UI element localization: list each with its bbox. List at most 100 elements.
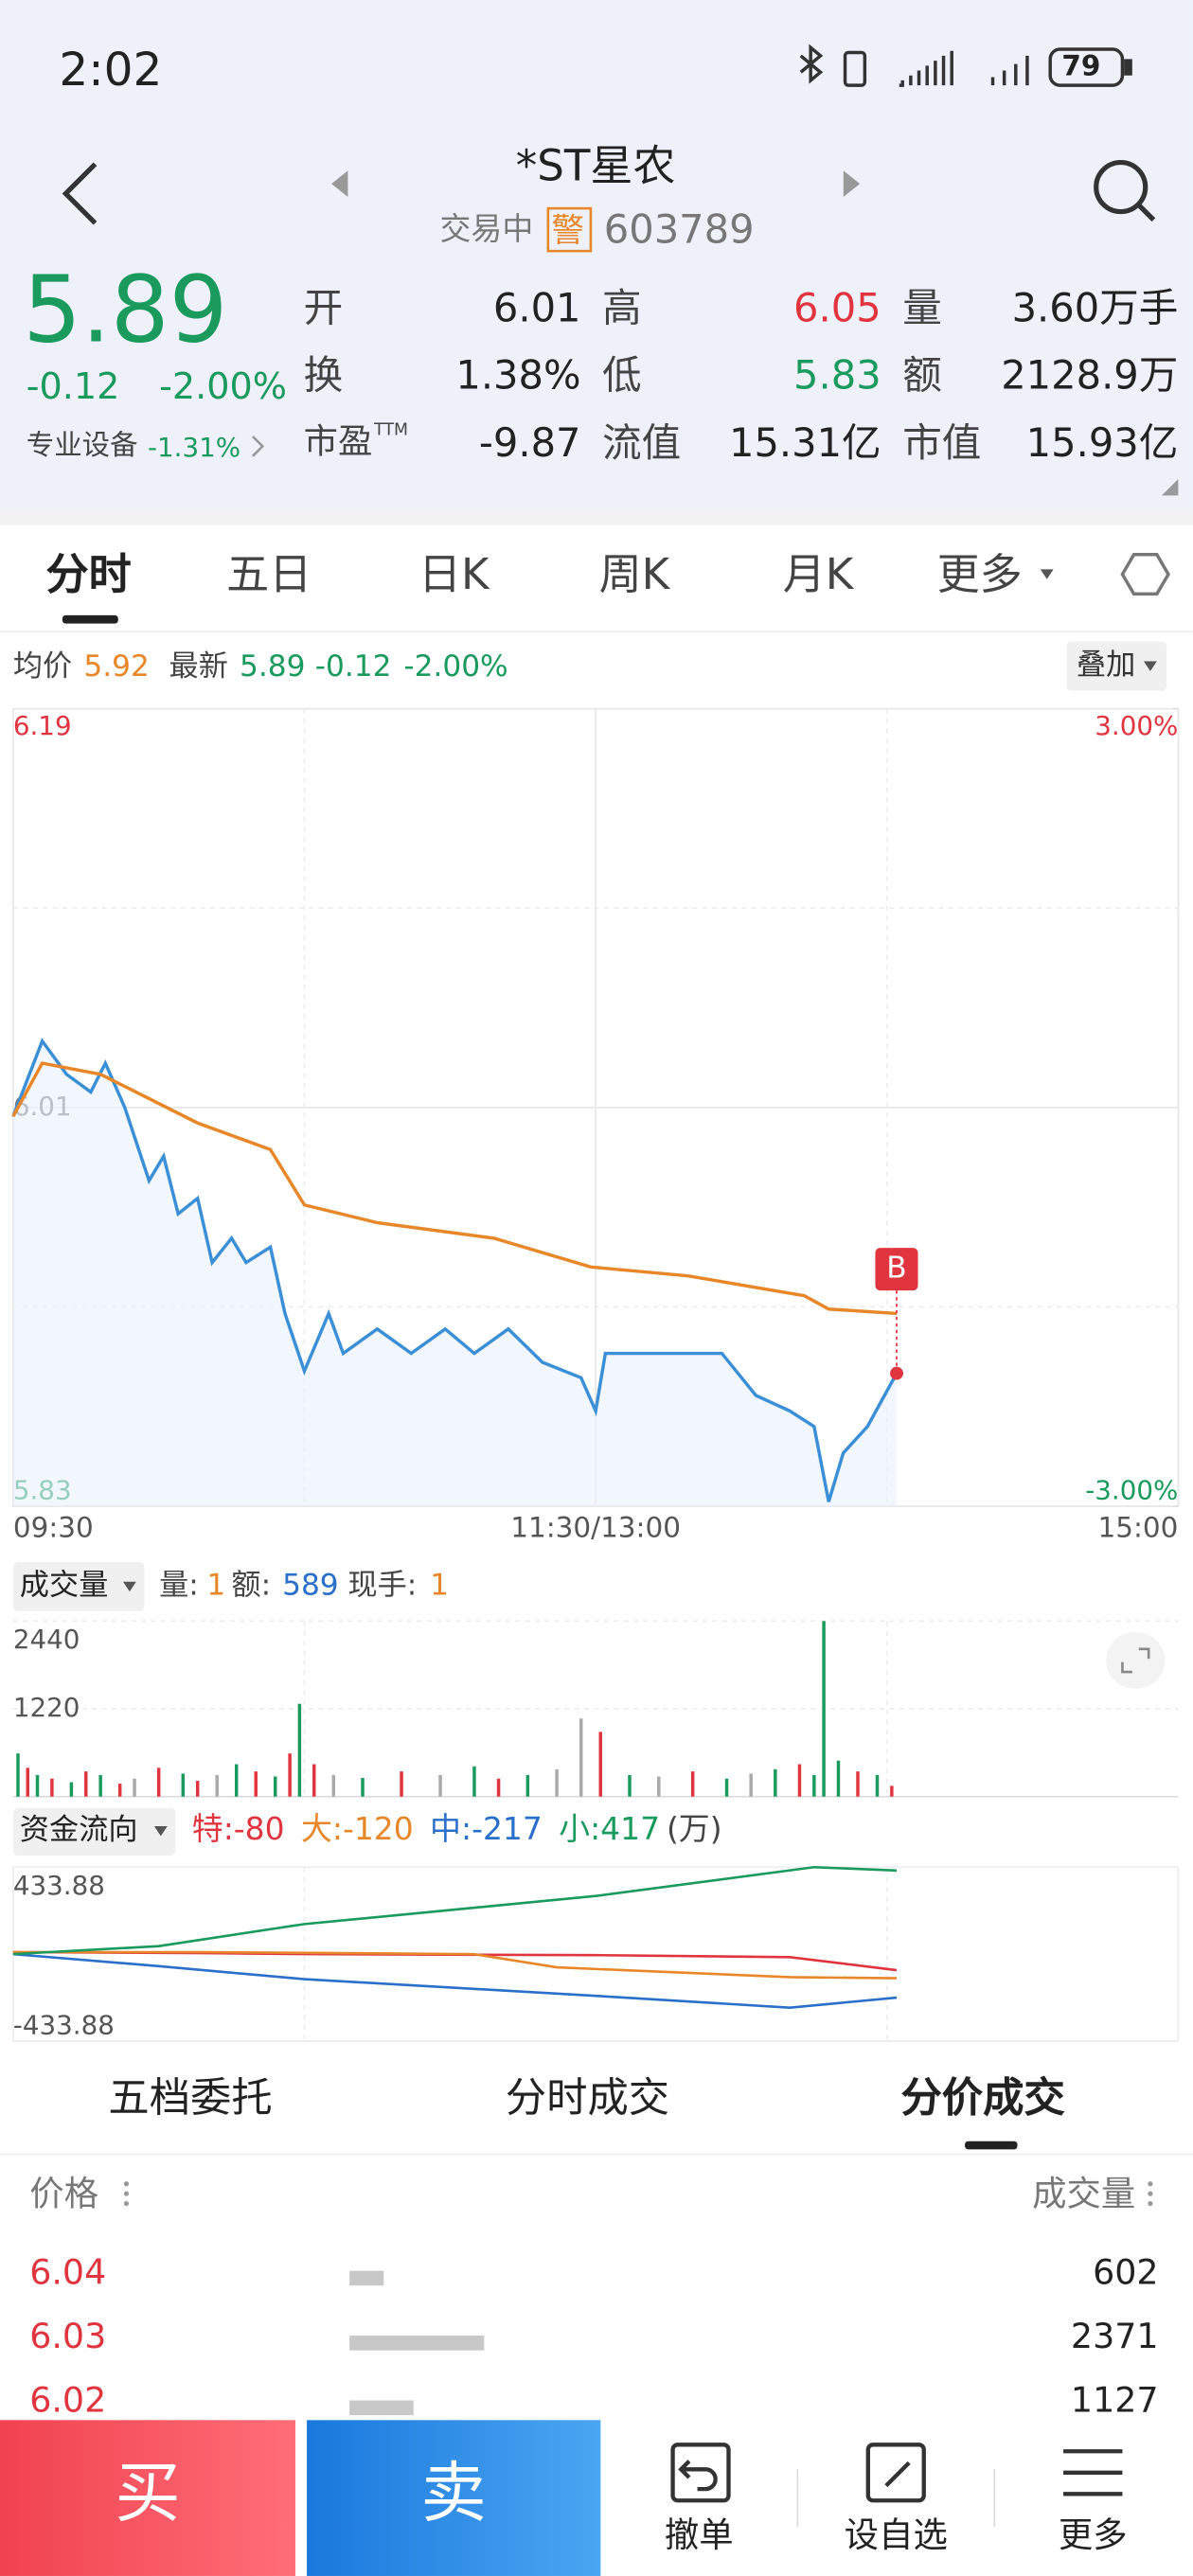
sell-label[interactable]: 卖 — [420, 2456, 487, 2532]
flow-title[interactable]: 资金流向 — [19, 1813, 138, 1848]
field-label: 额 — [902, 352, 942, 400]
volume-bar — [856, 1771, 860, 1797]
volume-bar — [657, 1776, 661, 1797]
next-arrow[interactable] — [843, 170, 861, 197]
legend-label: 均价 — [12, 649, 73, 684]
battery: 79 — [1061, 50, 1101, 84]
tab[interactable]: 周K — [598, 551, 670, 601]
back-button[interactable] — [62, 162, 98, 225]
field-value: 15.93亿 — [1025, 419, 1179, 467]
tab[interactable]: 更多 — [936, 551, 1023, 601]
legend-text: 大: — [300, 1811, 343, 1848]
y2-tick-label: 3.00% — [1095, 710, 1178, 741]
volume-bar — [598, 1732, 602, 1797]
flow-line — [12, 1950, 898, 1980]
tab[interactable]: 分时成交 — [505, 2073, 670, 2122]
volume-bar — [628, 1774, 632, 1797]
y-tick-label: 433.88 — [13, 1870, 105, 1901]
tab[interactable]: 分时 — [45, 551, 132, 601]
buy-button[interactable] — [0, 2420, 295, 2576]
flow-line — [12, 1865, 898, 1956]
row-volume: 2371 — [1070, 2317, 1159, 2356]
legend-text: (万) — [666, 1811, 722, 1848]
legend-text: 小: — [559, 1811, 601, 1848]
settings-button[interactable] — [1120, 553, 1170, 596]
field-value: 5.83 — [793, 352, 881, 400]
dropdown-arrow — [1143, 661, 1157, 671]
prev-arrow[interactable] — [331, 170, 348, 197]
menu-dots — [123, 2181, 1153, 2207]
field-label: 换 — [303, 352, 344, 400]
tab[interactable]: 五档委托 — [108, 2073, 273, 2122]
buy-label[interactable]: 买 — [115, 2456, 181, 2532]
volume-bar — [438, 1774, 442, 1797]
price: 5.89 — [23, 258, 228, 364]
action-label[interactable]: 更多 — [1058, 2514, 1128, 2555]
legend-value: -0.12 — [314, 649, 392, 684]
y-tick-label: 1220 — [13, 1692, 80, 1723]
stock-name: *ST星农 — [515, 142, 676, 192]
y-tick-label: 6.19 — [13, 710, 72, 741]
row-volume: 1127 — [1070, 2380, 1159, 2421]
sector[interactable]: 专业设备 — [26, 430, 138, 463]
tab-underline — [965, 2141, 1018, 2150]
column-header: 成交量 — [1032, 2174, 1136, 2213]
expand-button[interactable] — [1106, 1632, 1166, 1689]
sector-change: -1.31% — [147, 431, 241, 463]
volume-bar — [749, 1773, 753, 1797]
legend-text: 417 — [600, 1811, 661, 1848]
volume-bar — [361, 1777, 365, 1797]
series-line — [11, 1061, 898, 1316]
volume-bar — [525, 1774, 530, 1797]
x-tick-label: 09:30 — [13, 1512, 94, 1544]
latest-dot — [890, 1366, 903, 1380]
chevron[interactable] — [251, 435, 265, 457]
legend-value: -2.00% — [403, 649, 508, 684]
change: -0.12 — [26, 367, 120, 409]
volume-selector[interactable] — [12, 1561, 145, 1611]
tab[interactable]: 五日 — [226, 551, 312, 601]
volume-bar — [35, 1774, 40, 1797]
overlay-label[interactable]: 叠加 — [1076, 648, 1136, 683]
volume-value: 1 — [206, 1568, 226, 1604]
change-pct: -2.00% — [159, 367, 287, 409]
amount-value: 589 — [282, 1568, 339, 1604]
action-label[interactable]: 撤单 — [664, 2514, 734, 2555]
field-label: 高 — [602, 285, 642, 332]
volume-bar — [117, 1784, 122, 1797]
tab[interactable]: 日K — [418, 551, 490, 601]
volume-bar — [254, 1771, 258, 1797]
dropdown-arrow — [122, 1581, 136, 1592]
clock: 2:02 — [59, 43, 163, 98]
volume-title[interactable]: 成交量 — [19, 1568, 109, 1604]
legend-text: 特: — [191, 1811, 234, 1848]
tab[interactable]: 月K — [782, 551, 854, 601]
volume-bar — [84, 1771, 88, 1797]
volume-bar — [349, 2270, 384, 2286]
field-value: 15.31亿 — [728, 419, 881, 467]
volume-bar — [496, 1778, 501, 1797]
sell-button[interactable] — [307, 2420, 601, 2576]
amount-label: 额: — [231, 1568, 272, 1604]
volume-bar — [836, 1760, 841, 1797]
flow-selector[interactable] — [12, 1807, 176, 1856]
hand-value: 1 — [430, 1568, 449, 1604]
overlay-button[interactable] — [1066, 641, 1167, 691]
field-value: 6.05 — [793, 285, 881, 332]
legend-text: -217 — [472, 1811, 543, 1848]
volume-bar — [297, 1703, 302, 1797]
volume-bar — [195, 1781, 200, 1797]
row-price: 6.04 — [29, 2252, 107, 2293]
hand-label: 现手: — [347, 1568, 418, 1604]
action-label[interactable]: 设自选 — [844, 2514, 948, 2555]
flow-legend: 特:-80 大:-120 中:-217 小:417 (万) — [192, 1814, 722, 1846]
row-price: 6.02 — [29, 2380, 107, 2421]
volume-bar — [156, 1768, 161, 1797]
search-button[interactable] — [1094, 159, 1156, 222]
field-label: 低 — [602, 352, 642, 400]
volume-bar — [69, 1782, 74, 1797]
tab[interactable]: 分价成交 — [900, 2073, 1065, 2122]
